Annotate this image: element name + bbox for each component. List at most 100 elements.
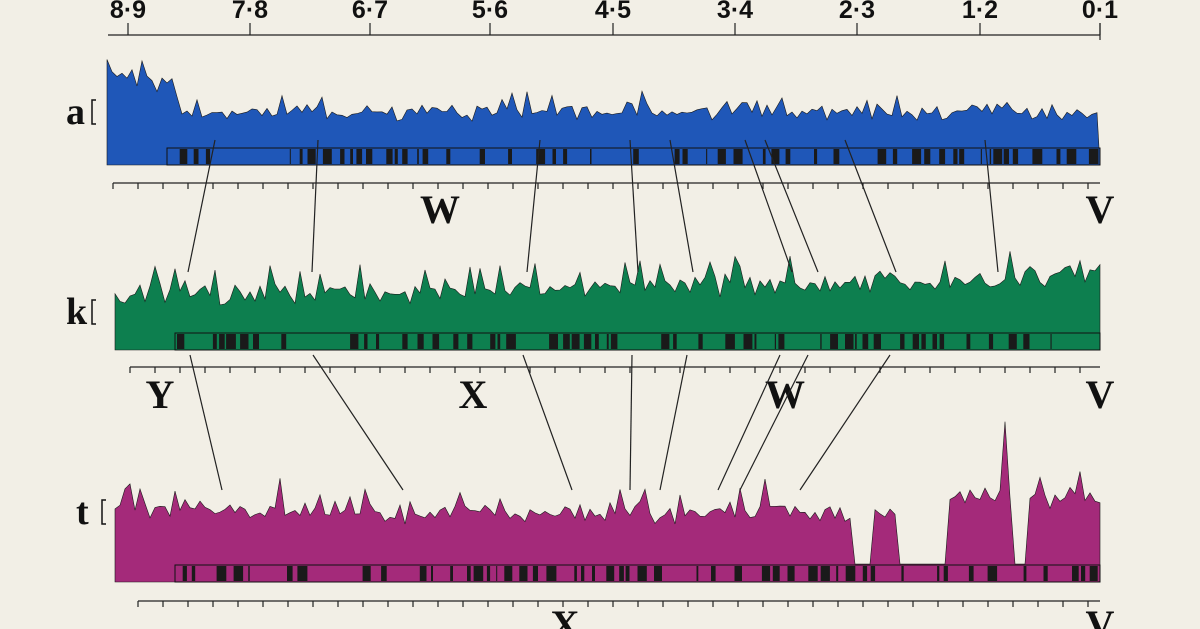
connector [844,139,897,273]
band [552,149,556,164]
band [696,566,699,581]
band [953,149,958,164]
band [725,334,735,349]
connector [669,139,694,273]
band [574,566,577,581]
band [717,149,726,164]
bracket [91,99,96,125]
band [772,566,780,581]
band [506,334,516,349]
band [921,334,926,349]
connector [526,139,541,273]
connector [739,354,809,491]
marker: Y [146,372,175,417]
band [1023,566,1027,581]
band [508,149,512,164]
marker: V [1086,602,1115,629]
tick-label: 1·2 [962,0,998,24]
band [987,566,998,581]
band [432,334,440,349]
band [1089,566,1098,581]
band [497,334,501,349]
band [1012,149,1019,164]
band [1056,149,1061,164]
band [761,566,771,581]
band [993,149,1003,164]
band [1032,149,1043,164]
band [571,334,580,349]
connector [659,354,688,491]
band [191,566,196,581]
band [959,149,965,164]
band [924,149,931,164]
panel-label: a [66,91,85,133]
band [762,149,766,164]
panel-label: k [66,291,88,333]
band [205,149,211,164]
band [422,149,429,164]
band [754,334,757,349]
connector [522,354,573,491]
band [870,566,876,581]
band [1050,334,1052,349]
band [253,334,259,349]
band [606,566,615,581]
band [787,566,795,581]
band [966,334,971,349]
band [877,149,887,164]
band [307,149,316,164]
band [901,566,904,581]
band [833,149,840,164]
band [862,334,869,349]
band [473,566,484,581]
band [467,334,473,349]
band [356,149,363,164]
band [240,334,249,349]
band [968,566,974,581]
tick-label: 5·6 [472,0,508,24]
band [287,566,293,581]
band [595,334,599,349]
panel-label: t [76,491,89,533]
band [619,566,624,581]
connector [984,139,999,273]
band [1088,149,1099,164]
band [177,334,185,349]
band [637,566,647,581]
band [504,566,513,581]
band [179,149,188,164]
band [592,566,595,581]
band [820,334,822,349]
marker: V [1086,372,1115,417]
marker: X [551,602,580,629]
band [350,334,359,349]
bracket [91,299,96,325]
band [581,566,585,581]
marker: X [459,372,488,417]
marker: W [420,187,460,232]
connector [744,139,793,273]
tick-label: 4·5 [595,0,631,24]
band [376,334,380,349]
band [932,334,937,349]
connector [187,139,216,273]
band [479,149,485,164]
band [814,149,818,164]
tick-label: 0·1 [1082,0,1118,24]
band [892,149,898,164]
tick-label: 3·4 [717,0,753,24]
band [431,566,433,581]
connector [764,139,819,273]
band [912,149,922,164]
band [402,334,408,349]
band [226,334,236,349]
tick-label: 8·9 [110,0,146,24]
connector [311,139,319,273]
band [417,149,419,164]
band [682,149,688,164]
band [937,566,940,581]
band [943,566,948,581]
band [939,149,946,164]
connector [717,354,781,491]
band [549,334,558,349]
